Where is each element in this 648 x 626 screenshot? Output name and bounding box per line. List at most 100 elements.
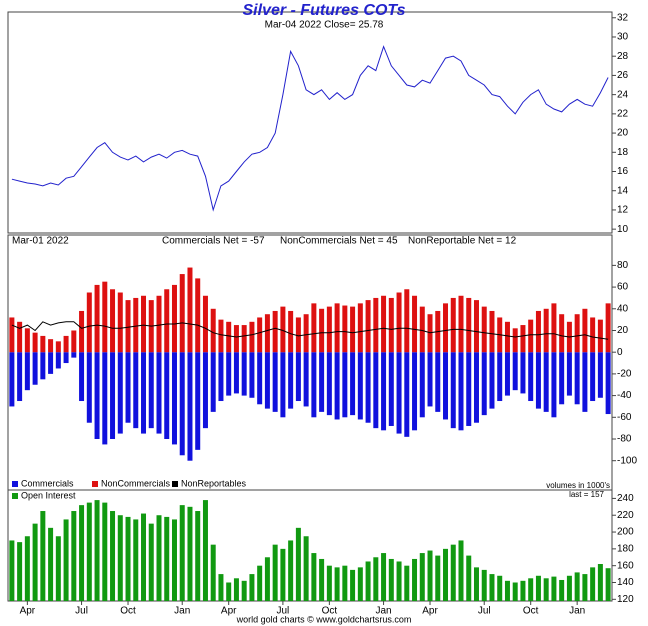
y-tick-label: 0	[617, 347, 623, 358]
y-tick-label: 140	[617, 577, 634, 588]
bar	[55, 536, 61, 601]
bar	[102, 352, 108, 445]
bar	[102, 502, 108, 601]
bar	[319, 558, 325, 601]
bar	[574, 352, 580, 405]
bar	[210, 352, 216, 412]
bar	[141, 513, 147, 601]
y-tick-label: 18	[617, 147, 629, 158]
bar	[590, 317, 596, 353]
bar	[535, 310, 541, 353]
bar	[79, 310, 85, 353]
bar	[117, 352, 123, 434]
bar	[497, 575, 503, 601]
bar	[280, 352, 286, 418]
bar	[597, 319, 603, 353]
x-tick-label: Jan	[174, 606, 190, 617]
bar	[381, 553, 387, 601]
bar	[427, 352, 433, 407]
bar	[249, 352, 255, 398]
bar	[590, 567, 596, 601]
bar	[133, 297, 139, 353]
bar	[605, 568, 611, 601]
y-tick-label: -100	[617, 455, 637, 466]
bar	[551, 303, 557, 353]
bar	[156, 352, 162, 434]
bar	[512, 352, 518, 391]
y-tick-label: 28	[617, 51, 629, 62]
bar	[396, 352, 402, 434]
legend-label: NonReportables	[181, 478, 247, 488]
bar	[566, 575, 572, 601]
bar	[497, 352, 503, 402]
bar	[110, 511, 116, 601]
bar	[233, 578, 239, 601]
bar	[218, 574, 224, 601]
bar	[481, 352, 487, 416]
bar	[32, 332, 38, 353]
bar	[226, 321, 232, 353]
bar	[458, 352, 464, 431]
bar	[458, 295, 464, 353]
legend-swatch	[12, 493, 18, 499]
legend-label: Open Interest	[21, 490, 76, 500]
bar	[233, 325, 239, 353]
bar	[226, 352, 232, 396]
bar	[171, 352, 177, 445]
bar	[528, 352, 534, 402]
y-tick-label: 20	[617, 325, 629, 336]
bar	[233, 352, 239, 394]
bar	[528, 319, 534, 353]
bar	[597, 352, 603, 398]
annotation: NonCommercials Net = 45	[280, 236, 398, 247]
x-tick-label: Oct	[523, 606, 539, 617]
line	[11, 321, 609, 340]
oi-panel	[7, 489, 613, 602]
bar	[574, 314, 580, 353]
x-tick-label: Jul	[75, 606, 88, 617]
y-tick-label: 200	[617, 527, 634, 538]
y-tick-label: 20	[617, 128, 629, 139]
bar	[574, 572, 580, 601]
bar	[412, 295, 418, 353]
bar	[582, 308, 588, 353]
bar	[388, 558, 394, 601]
bar	[187, 352, 193, 461]
y-tick-label: 80	[617, 260, 629, 271]
bar	[419, 352, 425, 418]
bar	[334, 352, 340, 420]
bar	[55, 341, 61, 353]
bar	[241, 352, 247, 396]
bar	[381, 352, 387, 431]
bar	[264, 314, 270, 353]
annotation: last = 157	[569, 490, 604, 499]
bar	[404, 565, 410, 601]
bar	[303, 314, 309, 353]
bar	[458, 540, 464, 601]
bar	[295, 527, 301, 601]
bar	[559, 579, 565, 601]
bar	[164, 352, 170, 439]
bar	[365, 561, 371, 601]
bar	[357, 567, 363, 601]
bar	[257, 352, 263, 405]
bar	[419, 306, 425, 353]
bar	[365, 352, 371, 423]
bar	[48, 527, 54, 601]
bar	[63, 352, 69, 364]
bar	[551, 576, 557, 601]
bar	[334, 567, 340, 601]
x-tick-label: Jan	[376, 606, 392, 617]
bar	[40, 352, 46, 380]
bar	[210, 544, 216, 601]
bar	[272, 544, 278, 601]
bar	[535, 352, 541, 409]
bar	[373, 297, 379, 353]
bar	[241, 325, 247, 353]
x-tick-label: Oct	[120, 606, 136, 617]
x-tick-label: Jul	[276, 606, 289, 617]
bar	[342, 305, 348, 353]
bar	[125, 516, 131, 601]
y-tick-label: 160	[617, 560, 634, 571]
bar	[9, 317, 15, 353]
